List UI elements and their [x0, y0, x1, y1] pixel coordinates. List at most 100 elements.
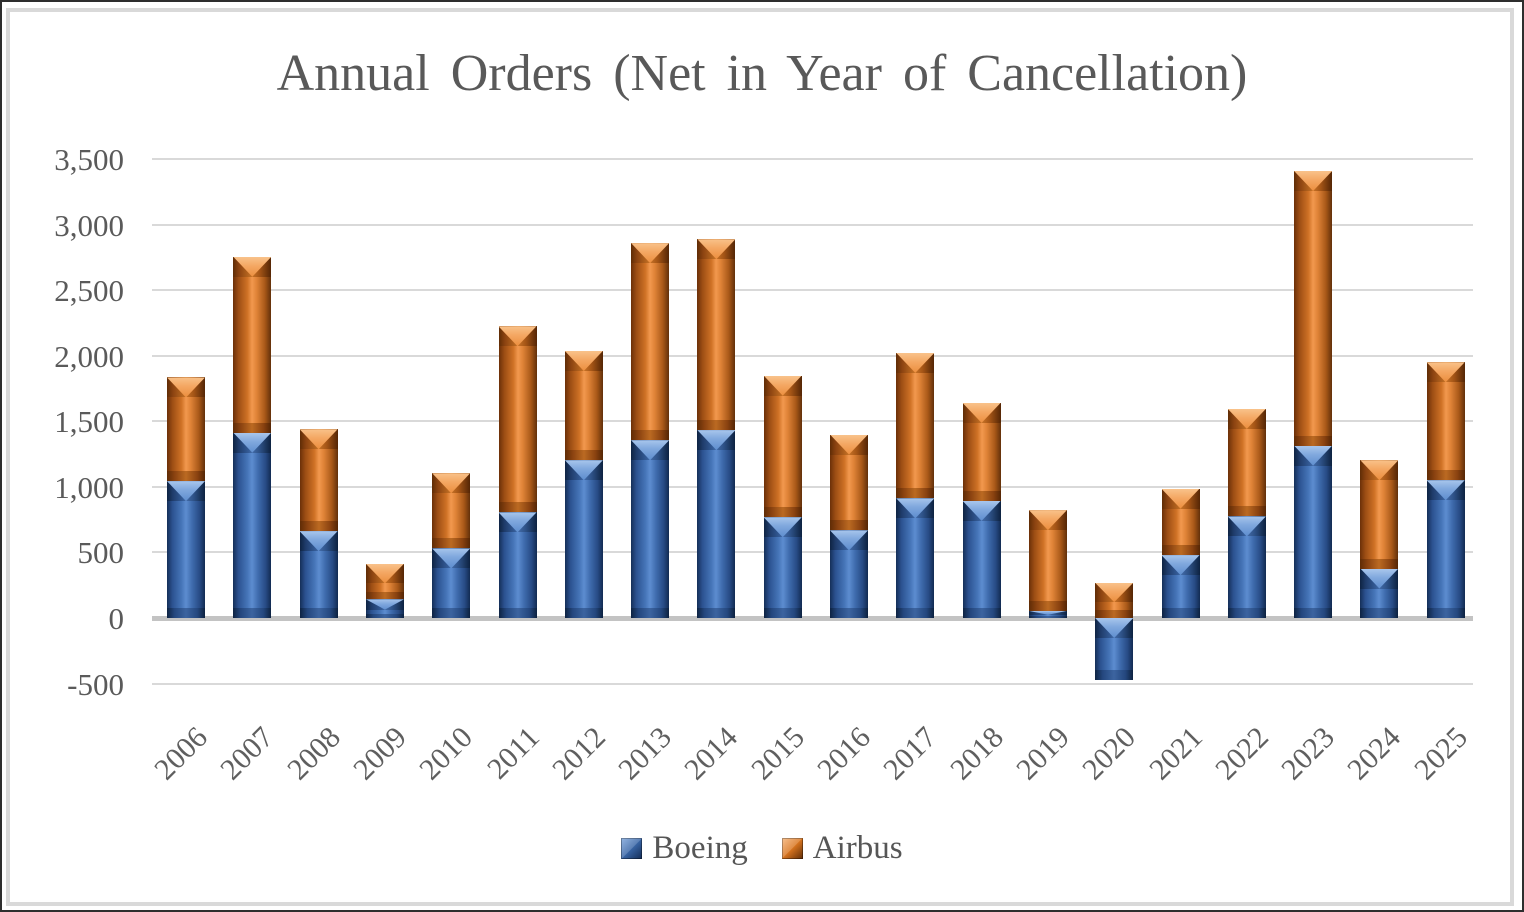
bar-bevel-base [697, 607, 736, 618]
bar-bevel-highlight [564, 350, 603, 371]
y-axis-tick-label: 2,000 [54, 338, 124, 374]
bar-segment-airbus-2022 [1227, 408, 1266, 517]
bar-segment-boeing-2010 [432, 548, 471, 618]
bar-bevel-highlight [498, 512, 537, 533]
x-axis-baseline [152, 616, 1473, 621]
bar-bevel-base [1095, 610, 1134, 618]
bar-bevel-base [896, 607, 935, 618]
bar-bevel-cap [763, 375, 802, 396]
bar-bevel-base [432, 538, 471, 549]
bar-bevel-cap [167, 377, 205, 398]
bar-bevel-cap [498, 512, 537, 533]
bar-bevel-base [830, 520, 868, 531]
bar-bevel-cap [830, 530, 868, 551]
bar-bevel-highlight [498, 326, 537, 347]
bar-bevel-base [830, 607, 868, 618]
bar-segment-airbus-2025 [1426, 362, 1465, 481]
bar-bevel-cap [1227, 516, 1266, 537]
bar-segment-airbus-2012 [564, 350, 603, 461]
bar-bevel-cap [1294, 445, 1333, 466]
bar-bevel-highlight [763, 517, 802, 538]
bar-bevel-base [564, 450, 603, 461]
bar-bevel-base [1426, 470, 1465, 481]
bar-bevel-cap [498, 326, 537, 347]
bar-segment-boeing-2011 [498, 512, 537, 618]
bar-segment-boeing-2023 [1294, 445, 1333, 618]
bar-segment-boeing-2009 [365, 599, 404, 618]
bar-segment-airbus-2020 [1095, 582, 1134, 618]
bar-bevel-cap [631, 440, 670, 461]
bar-bevel-base [365, 591, 404, 600]
bar-bevel-base [962, 607, 1001, 618]
bar-bevel-highlight [1095, 582, 1134, 603]
bar-segment-boeing-2022 [1227, 516, 1266, 618]
bar-bevel-cap [365, 599, 404, 610]
bar-segment-airbus-2018 [962, 402, 1001, 501]
bar-bevel-cap [1426, 480, 1465, 501]
bar-bevel-base [299, 521, 338, 532]
bar-segment-airbus-2024 [1360, 460, 1399, 569]
bar-bevel-highlight [697, 430, 736, 451]
y-axis-tick-label: 1,000 [54, 469, 124, 505]
bar-bevel-highlight [167, 377, 205, 398]
bar-bevel-highlight [1426, 362, 1465, 383]
bar-bevel-cap [1028, 610, 1067, 615]
bar-segment-boeing-2006 [167, 481, 205, 618]
bar-bevel-base [962, 490, 1001, 501]
bar-segment-boeing-2018 [962, 500, 1001, 618]
bar-bevel-cap [1161, 555, 1200, 576]
bar-segment-airbus-2019 [1028, 510, 1067, 611]
bar-bevel-cap [299, 429, 338, 450]
bar-bevel-cap [962, 500, 1001, 521]
bar-bevel-highlight [896, 498, 935, 519]
gridline [152, 223, 1473, 226]
legend-item-airbus: Airbus [781, 832, 903, 865]
bar-segment-boeing-2025 [1426, 480, 1465, 618]
bar-bevel-base [631, 607, 670, 618]
bar-bevel-cap [1028, 510, 1067, 531]
bar-bevel-base [167, 607, 205, 618]
gridline [152, 682, 1473, 685]
bar-bevel-cap [299, 531, 338, 552]
bar-bevel-cap [1095, 618, 1134, 638]
bar-segment-airbus-2023 [1294, 171, 1333, 446]
bar-bevel-base [896, 488, 935, 499]
bar-bevel-base [1426, 607, 1465, 618]
bar-bevel-base [167, 471, 205, 482]
bar-bevel-cap [167, 481, 205, 502]
bar-bevel-cap [233, 256, 272, 277]
bar-bevel-highlight [233, 256, 272, 277]
y-axis-tick-label: -500 [67, 666, 124, 702]
legend-label: Boeing [652, 830, 748, 866]
y-axis-tick-label: 3,500 [54, 141, 124, 177]
bar-segment-airbus-2013 [631, 243, 670, 441]
bar-bevel-cap [830, 434, 868, 455]
bar-bevel-highlight [432, 473, 471, 494]
bar-bevel-base [763, 507, 802, 518]
bar-bevel-base [1360, 558, 1399, 569]
bar-bevel-highlight [1294, 445, 1333, 466]
legend-swatch-icon [621, 838, 643, 859]
bar-segment-airbus-2021 [1161, 488, 1200, 556]
bar-bevel-cap [1294, 171, 1333, 191]
legend-swatch-icon [781, 838, 803, 859]
bar-segment-airbus-2016 [830, 434, 868, 531]
bar-segment-boeing-2015 [763, 517, 802, 618]
bar-segment-boeing-2007 [233, 432, 272, 618]
gridline [152, 485, 1473, 488]
bar-bevel-highlight [1028, 510, 1067, 531]
bar-bevel-base [697, 420, 736, 431]
bar-bevel-highlight [564, 460, 603, 481]
bar-bevel-base [1227, 506, 1266, 517]
chart-title: Annual Orders (Net in Year of Cancellati… [276, 45, 1248, 102]
bar-bevel-highlight [1161, 555, 1200, 576]
bar-segment-airbus-2011 [498, 326, 537, 513]
bar-bevel-highlight [1095, 618, 1134, 638]
bar-segment-boeing-2012 [564, 460, 603, 618]
bar-bevel-highlight [365, 599, 404, 610]
legend-item-boeing: Boeing [621, 830, 748, 866]
gridline [152, 354, 1473, 357]
bar-bevel-cap [962, 402, 1001, 423]
bar-bevel-base [233, 607, 272, 618]
